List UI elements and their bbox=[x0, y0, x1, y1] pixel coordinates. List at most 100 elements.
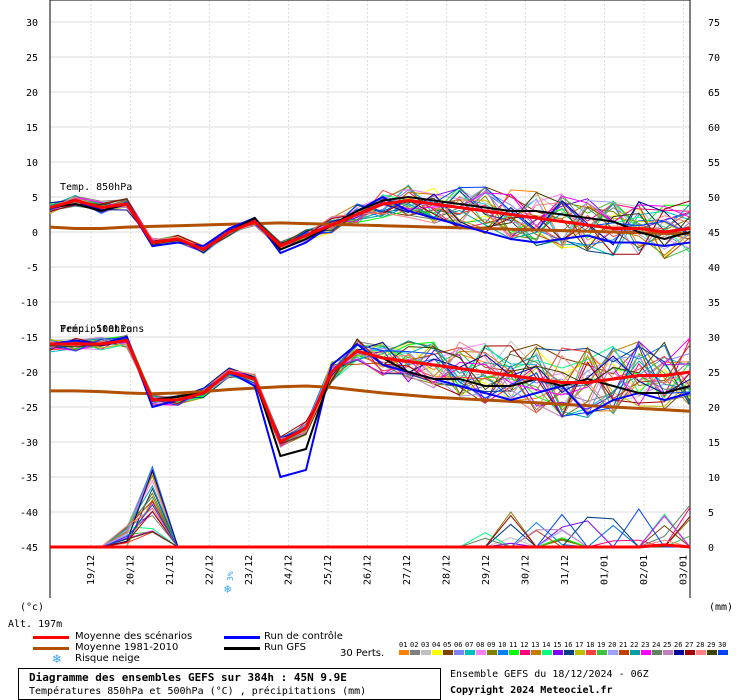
perturbation-swatch bbox=[432, 650, 442, 655]
legend-mean-swatch bbox=[33, 636, 69, 639]
left-tick-label: -45 bbox=[20, 543, 38, 554]
perturbation-swatch bbox=[564, 650, 574, 655]
perturbation-id: 16 bbox=[564, 641, 572, 649]
pert-precip-line bbox=[50, 492, 691, 548]
date-label: 24/12 bbox=[284, 555, 295, 585]
perturbation-swatch bbox=[410, 650, 420, 655]
right-tick-label: 35 bbox=[708, 298, 720, 309]
left-tick-label: 0 bbox=[32, 228, 38, 239]
perturbation-swatch bbox=[531, 650, 541, 655]
perturbation-id: 11 bbox=[509, 641, 517, 649]
right-unit: (mm) bbox=[709, 602, 733, 613]
perturbation-id: 15 bbox=[553, 641, 561, 649]
perturbation-id: 18 bbox=[586, 641, 594, 649]
perturbation-swatch bbox=[399, 650, 409, 655]
perturbation-id: 27 bbox=[685, 641, 693, 649]
series-t850-line bbox=[49, 195, 691, 255]
pert-precip-line bbox=[50, 468, 690, 548]
main-series-lines bbox=[49, 195, 691, 549]
right-tick-label: 0 bbox=[708, 543, 714, 554]
perturbation-swatch bbox=[553, 650, 563, 655]
perturbation-swatch bbox=[685, 650, 695, 655]
left-tick-label: -15 bbox=[20, 333, 38, 344]
date-label: 26/12 bbox=[363, 555, 374, 585]
left-tick-label: -40 bbox=[20, 508, 38, 519]
perturbation-swatch bbox=[498, 650, 508, 655]
left-tick-label: 15 bbox=[26, 123, 38, 134]
perturbation-id: 06 bbox=[454, 641, 462, 649]
right-tick-label: 60 bbox=[708, 123, 720, 134]
left-tick-label: -20 bbox=[20, 368, 38, 379]
date-label: 30/12 bbox=[521, 555, 532, 585]
pert-precip-line bbox=[50, 515, 691, 548]
perturbations-label: 30 Perts. bbox=[340, 648, 384, 659]
date-label: 25/12 bbox=[323, 555, 334, 585]
date-label: 27/12 bbox=[402, 555, 413, 585]
perturbation-id: 22 bbox=[630, 641, 638, 649]
perturbation-id: 20 bbox=[608, 641, 616, 649]
left-tick-label: -35 bbox=[20, 473, 38, 484]
pert-precip-line bbox=[50, 495, 691, 548]
perturbation-swatch bbox=[465, 650, 475, 655]
perturbation-swatch bbox=[542, 650, 552, 655]
date-label: 31/12 bbox=[560, 555, 571, 585]
perturbation-id: 26 bbox=[674, 641, 682, 649]
date-label: 29/12 bbox=[481, 555, 492, 585]
legend-normal-label: Moyenne 1981-2010 bbox=[75, 642, 179, 653]
perturbation-id: 14 bbox=[542, 641, 550, 649]
series-t500-line bbox=[50, 338, 691, 445]
date-label: 01/01 bbox=[600, 555, 611, 585]
run-info: Ensemble GEFS du 18/12/2024 - 06Z bbox=[450, 669, 649, 680]
perturbation-swatch bbox=[586, 650, 596, 655]
perturbation-id: 04 bbox=[432, 641, 440, 649]
series-t500-line bbox=[50, 384, 691, 413]
perturbation-swatch bbox=[454, 650, 464, 655]
chart-grid bbox=[50, 0, 690, 548]
perturbation-id: 05 bbox=[443, 641, 451, 649]
perturbation-swatch bbox=[597, 650, 607, 655]
pert-t500-line bbox=[49, 337, 691, 446]
right-tick-label: 20 bbox=[708, 403, 720, 414]
caption-box: Diagramme des ensembles GEFS sur 384h : … bbox=[18, 668, 441, 700]
date-label: 19/12 bbox=[86, 555, 97, 585]
temp850-label: Temp. 850hPa bbox=[60, 182, 132, 193]
legend-normal-swatch bbox=[33, 647, 69, 650]
legend-control-label: Run de contrôle bbox=[264, 631, 343, 642]
left-tick-label: -25 bbox=[20, 403, 38, 414]
caption-subtitle: Températures 850hPa et 500hPa (°C) , pré… bbox=[29, 686, 367, 697]
left-unit: (°c) bbox=[20, 602, 44, 613]
pert-t500-line bbox=[49, 338, 691, 447]
date-label: 20/12 bbox=[126, 555, 137, 585]
left-tick-label: 30 bbox=[26, 18, 38, 29]
left-tick-label: -5 bbox=[26, 263, 38, 274]
perturbation-id: 29 bbox=[707, 641, 715, 649]
perturbation-swatch bbox=[509, 650, 519, 655]
perturbation-id: 09 bbox=[487, 641, 495, 649]
perturbation-swatch bbox=[696, 650, 706, 655]
perturbation-swatch bbox=[652, 650, 662, 655]
perturbation-id: 03 bbox=[421, 641, 429, 649]
left-tick-label: -10 bbox=[20, 298, 38, 309]
pert-precip-line bbox=[50, 531, 690, 548]
date-label: 03/01 bbox=[679, 555, 690, 585]
chart-axes bbox=[49, 0, 691, 598]
perturbation-swatch bbox=[575, 650, 585, 655]
perturbation-id: 24 bbox=[652, 641, 660, 649]
perturbation-id: 07 bbox=[465, 641, 473, 649]
right-tick-label: 70 bbox=[708, 53, 720, 64]
pert-precip-line bbox=[50, 500, 690, 548]
left-tick-label: 25 bbox=[26, 53, 38, 64]
perturbation-swatch bbox=[443, 650, 453, 655]
date-label: 21/12 bbox=[165, 555, 176, 585]
perturbation-id: 02 bbox=[410, 641, 418, 649]
pert-precip-line bbox=[50, 498, 690, 548]
perturbation-swatch bbox=[487, 650, 497, 655]
pert-t850-line bbox=[49, 195, 691, 249]
right-tick-label: 65 bbox=[708, 88, 720, 99]
perturbation-id: 21 bbox=[619, 641, 627, 649]
right-tick-label: 5 bbox=[708, 508, 714, 519]
perturbation-id: 08 bbox=[476, 641, 484, 649]
series-t850-line bbox=[49, 221, 690, 235]
